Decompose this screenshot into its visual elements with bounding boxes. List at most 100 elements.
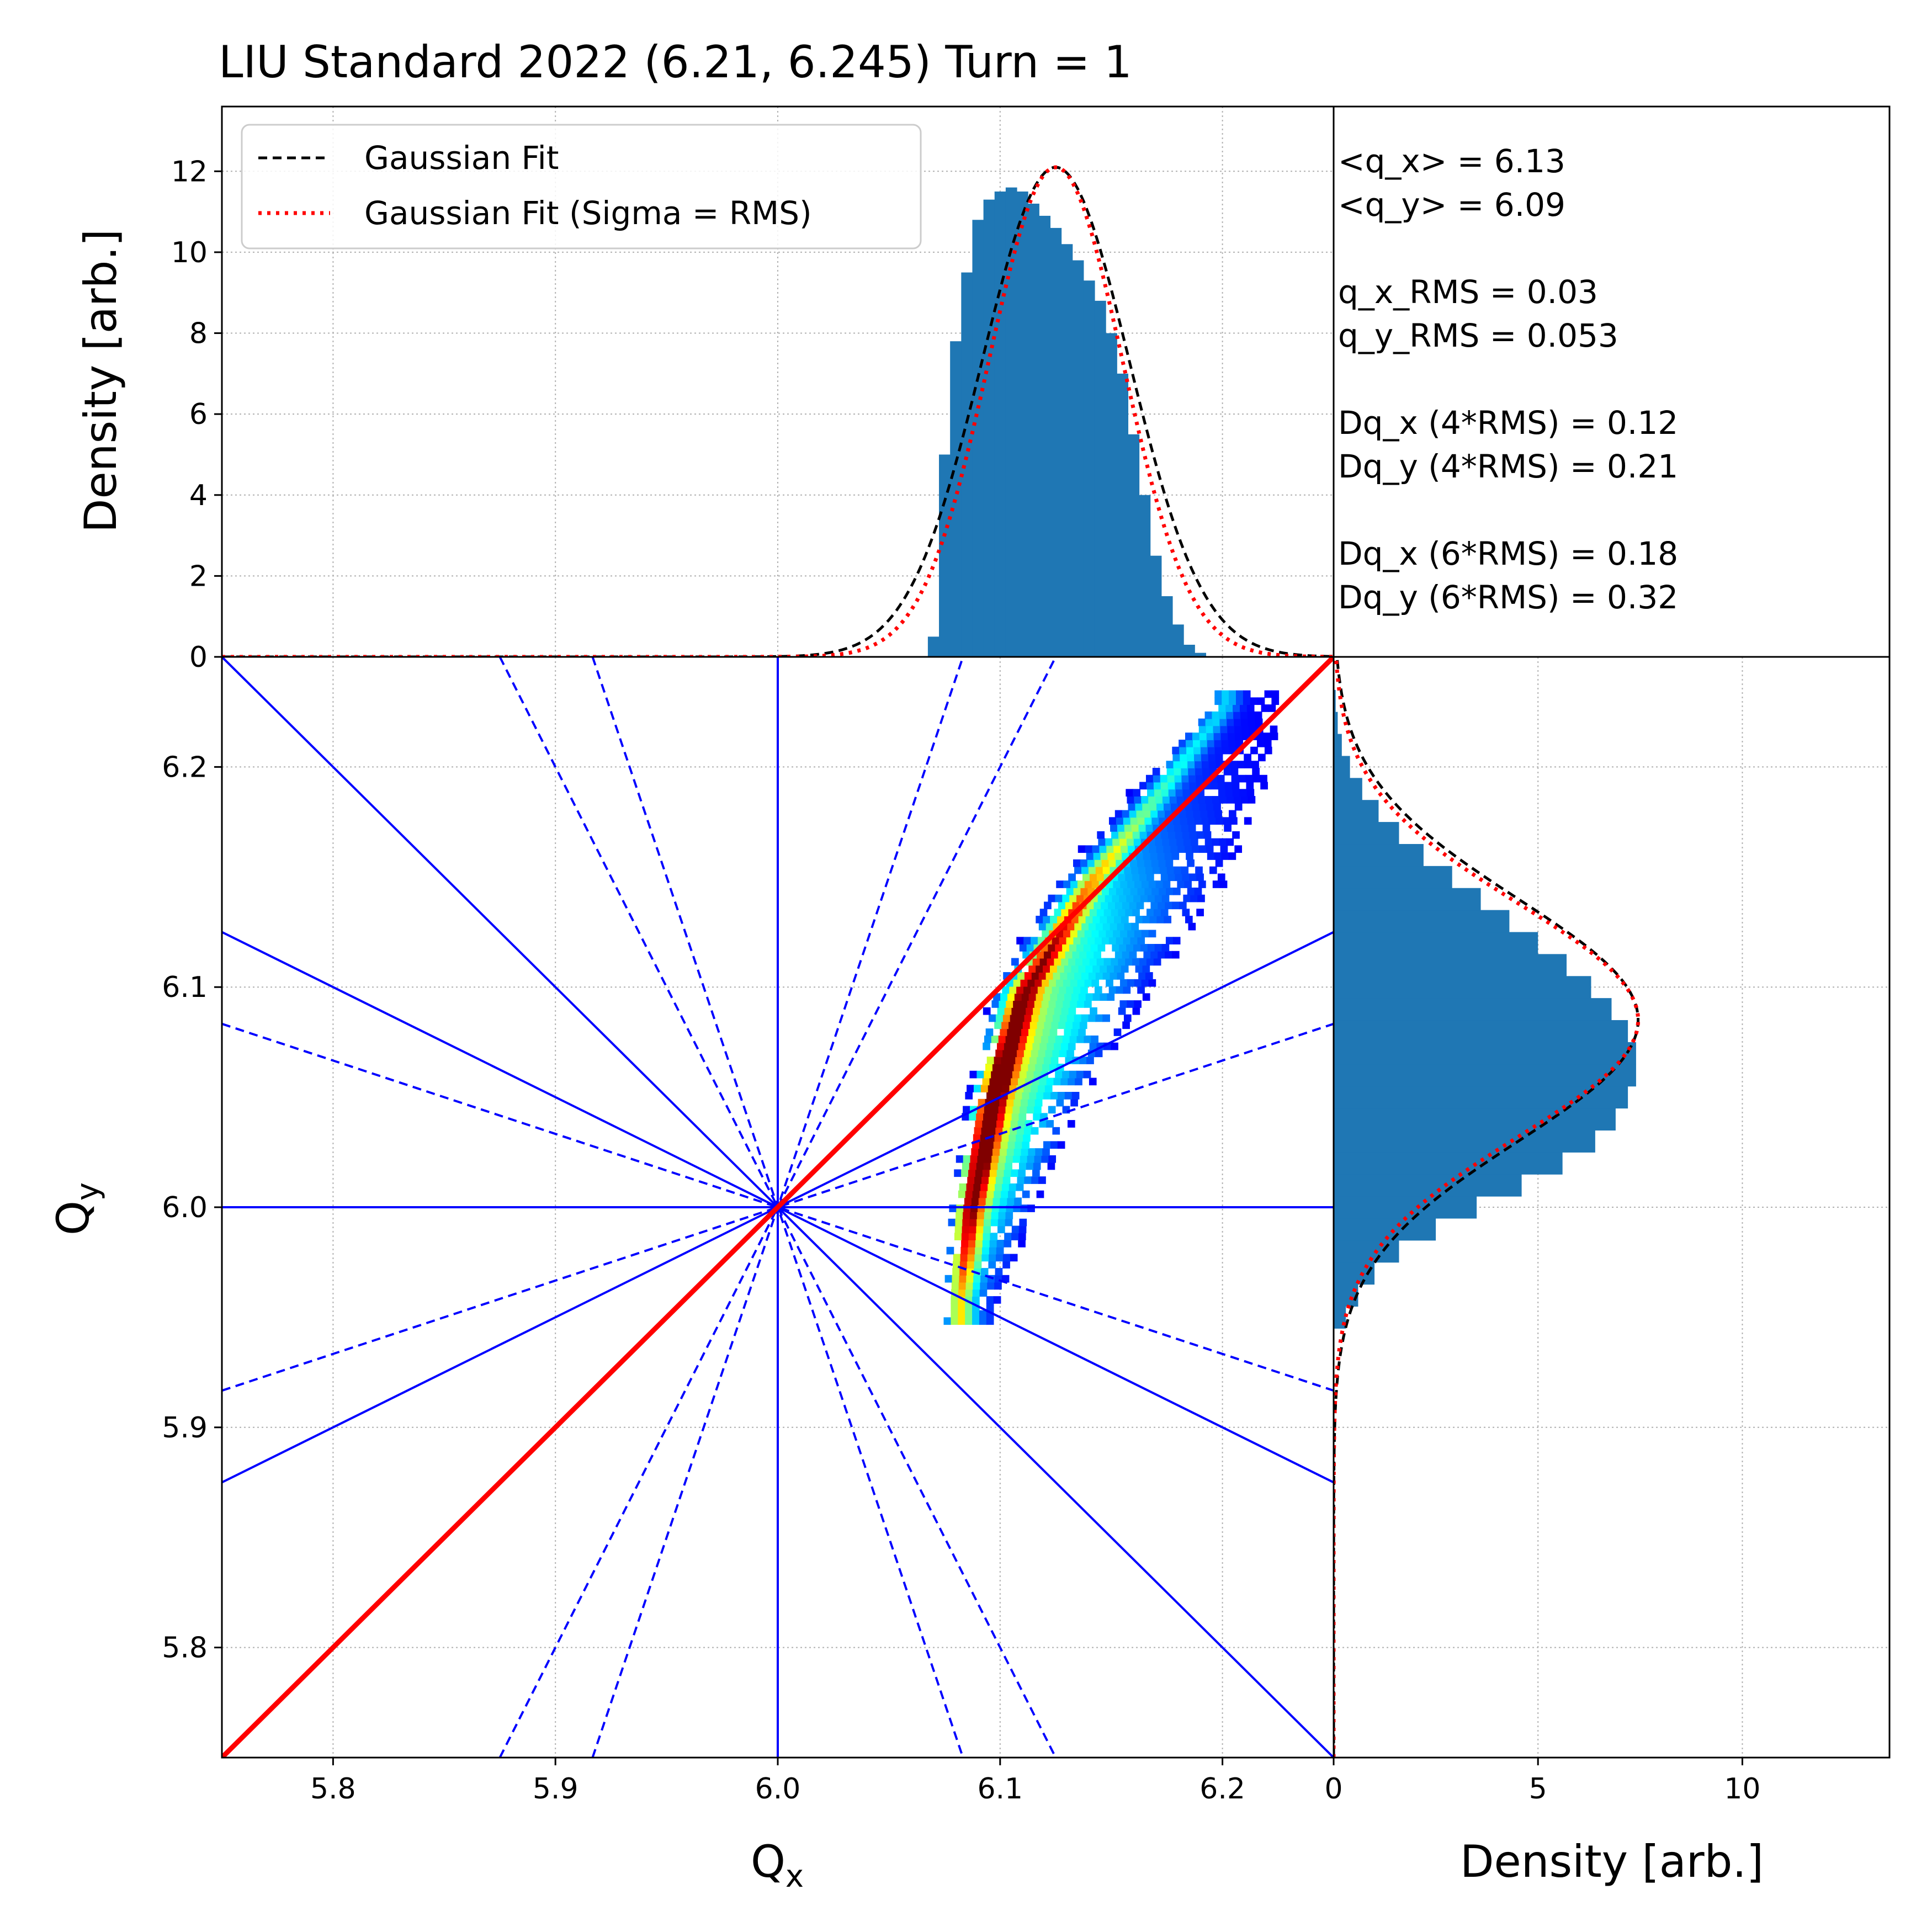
stats-line: Dq_x (6*RMS) = 0.18 [1338,535,1678,572]
density-cell [1021,1098,1028,1107]
density-cell [1026,1007,1033,1015]
density-cell [1011,958,1019,966]
density-cell [1146,958,1154,966]
density-cell [1059,1014,1068,1022]
density-cell [1010,1120,1018,1128]
density-cell [1228,852,1236,860]
density-cell [1127,880,1135,888]
tune-footprint-panel: 5.8 5.9 6.0 6.1 6.2 5.8 5.9 6.0 6.1 6.2 Qx Qy [47,656,1335,1894]
density-cell [1022,1190,1030,1198]
density-cell [980,1134,988,1142]
density-cell [1244,761,1252,768]
density-cell [1194,753,1202,762]
density-cell [981,1127,989,1135]
density-cell [1004,1169,1012,1177]
density-cell [1102,866,1111,874]
density-cell [1126,944,1134,952]
density-cell [1089,1042,1097,1050]
density-cell [1179,746,1187,755]
density-cell [1116,817,1124,825]
density-cell [1148,979,1156,987]
density-cell [1038,972,1047,980]
top-y-tick-label: 10 [171,236,208,269]
density-cell [1257,697,1265,705]
density-cell [1218,789,1226,797]
density-cell [1193,746,1201,755]
density-cell [1150,810,1158,818]
legend-box [241,124,922,250]
density-cell [1207,746,1216,755]
density-cell [1121,845,1128,853]
density-cell [972,1310,980,1318]
density-cell [1108,986,1117,994]
density-cell [985,1148,993,1156]
density-cell [1020,1000,1028,1008]
density-cell [1038,922,1047,931]
density-cell [1137,887,1145,895]
density-cell [1154,789,1162,797]
density-cell [979,1190,988,1198]
density-cell [1246,789,1255,797]
density-cell [1031,937,1038,944]
density-cell [1119,838,1127,846]
density-cell [1172,901,1180,910]
density-cell [951,1296,959,1304]
right-x-ticks: 0 5 10 [1324,1758,1761,1806]
density-cell [1055,1035,1063,1043]
right-histogram-bar [1334,1240,1399,1263]
density-cell [963,1204,971,1212]
density-cell [1219,838,1227,846]
density-cell [971,1148,979,1156]
density-cell [1153,774,1161,783]
density-cell [1016,1127,1025,1135]
density-cell [1013,1063,1022,1071]
density-cell [992,1063,1000,1071]
density-cell [1182,873,1190,882]
density-cell [1227,725,1235,734]
density-cell [985,1063,993,1071]
density-cell [1039,1042,1048,1050]
density-cell [1137,986,1145,994]
density-cell [1089,1078,1097,1086]
density-cell [983,1233,991,1240]
density-cell [1052,1049,1060,1058]
stats-line: <q_y> = 6.09 [1338,186,1565,224]
density-cell [1139,782,1147,790]
density-cell [1078,915,1086,923]
density-cell [1002,986,1010,994]
density-cell [1127,845,1135,853]
density-cell [1067,972,1075,980]
density-cell [1130,859,1138,867]
density-cell [1061,1007,1069,1015]
density-cell [1162,796,1170,804]
density-cell [1078,1028,1086,1036]
density-cell [995,1176,1004,1184]
density-cell [1014,1028,1022,1036]
density-cell [1166,767,1175,776]
density-cell [979,1141,987,1149]
right-gaussian-fits [1334,657,1641,1758]
density-cell [1206,845,1214,853]
right-histogram-bar [1334,734,1342,757]
density-cell [1095,937,1102,944]
density-cell [1130,937,1138,944]
density-cell [1077,930,1085,938]
density-cell [1197,894,1205,903]
density-cell [1220,725,1228,734]
density-cell [1076,1070,1084,1079]
density-cell [1160,782,1169,790]
right-x-axis-label: Density [arb.] [1460,1836,1764,1887]
density-cell [1041,1155,1049,1163]
density-cell [1141,880,1149,888]
density-cell [1007,1197,1015,1206]
density-cell [1006,1148,1015,1156]
density-cell [958,1317,965,1325]
density-cell [1064,1028,1072,1036]
density-cell [984,1070,991,1079]
density-cell [1005,1211,1013,1219]
density-cell [1008,1057,1016,1064]
density-cell [1043,993,1051,1001]
density-cell [1110,824,1118,832]
density-cell [1232,831,1240,839]
density-cell [1001,1183,1010,1191]
